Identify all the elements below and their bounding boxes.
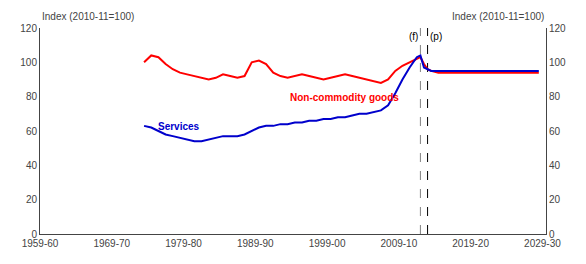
svg-text:1979-80: 1979-80 (165, 238, 202, 249)
svg-text:120: 120 (549, 23, 566, 34)
svg-text:100: 100 (549, 57, 566, 68)
svg-text:120: 120 (20, 23, 37, 34)
svg-text:1969-70: 1969-70 (93, 238, 130, 249)
svg-text:20: 20 (549, 194, 561, 205)
svg-text:60: 60 (26, 126, 38, 137)
svg-text:Index (2010-11=100): Index (2010-11=100) (452, 11, 544, 22)
svg-text:2009-10: 2009-10 (381, 238, 418, 249)
svg-text:Non-commodity goods: Non-commodity goods (290, 92, 399, 103)
svg-text:40: 40 (26, 160, 38, 171)
svg-text:(p): (p) (430, 31, 442, 42)
svg-text:1989-90: 1989-90 (237, 238, 274, 249)
svg-text:0: 0 (31, 229, 37, 240)
svg-text:2019-20: 2019-20 (452, 238, 489, 249)
svg-text:(f): (f) (409, 31, 418, 42)
svg-text:Index (2010-11=100): Index (2010-11=100) (42, 11, 134, 22)
svg-text:60: 60 (549, 126, 561, 137)
svg-text:1959-60: 1959-60 (22, 238, 59, 249)
svg-text:40: 40 (549, 160, 561, 171)
svg-text:0: 0 (549, 229, 555, 240)
svg-text:80: 80 (26, 91, 38, 102)
svg-text:20: 20 (26, 194, 38, 205)
svg-text:Services: Services (158, 121, 200, 132)
svg-text:100: 100 (20, 57, 37, 68)
svg-text:1999-00: 1999-00 (309, 238, 346, 249)
svg-text:80: 80 (549, 91, 561, 102)
svg-text:2029-30: 2029-30 (524, 238, 561, 249)
